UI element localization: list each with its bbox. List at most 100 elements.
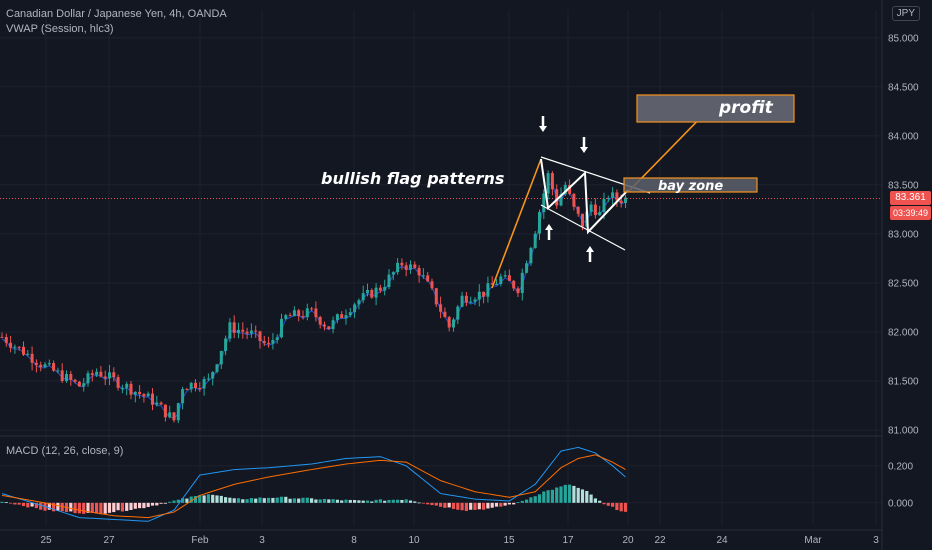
candle-body[interactable] [43, 364, 47, 368]
candle-body[interactable] [305, 308, 309, 318]
candle-body[interactable] [387, 274, 391, 287]
candle-body[interactable] [482, 291, 486, 297]
candle-body[interactable] [288, 315, 292, 317]
candle-body[interactable] [301, 316, 305, 318]
candle-body[interactable] [473, 299, 477, 302]
candle-body[interactable] [430, 281, 434, 289]
candle-body[interactable] [581, 213, 584, 227]
candle-body[interactable] [22, 346, 25, 355]
candle-body[interactable] [353, 304, 357, 313]
candle-body[interactable] [155, 402, 159, 405]
candle-body[interactable] [202, 379, 206, 389]
candle-body[interactable] [589, 204, 593, 212]
candle-body[interactable] [439, 304, 443, 312]
candle-body[interactable] [464, 295, 468, 303]
candle-body[interactable] [495, 283, 498, 285]
candle-body[interactable] [86, 373, 90, 384]
candle-body[interactable] [344, 315, 348, 319]
candle-body[interactable] [280, 318, 283, 338]
candle-body[interactable] [366, 289, 369, 294]
candle-body[interactable] [237, 329, 240, 333]
candle-body[interactable] [469, 301, 473, 303]
candle-body[interactable] [550, 173, 554, 190]
candle-body[interactable] [142, 394, 146, 397]
candle-body[interactable] [133, 391, 137, 395]
candle-body[interactable] [271, 340, 275, 344]
candle-body[interactable] [52, 363, 56, 371]
candle-body[interactable] [47, 363, 51, 365]
candle-body[interactable] [211, 371, 215, 379]
candle-body[interactable] [559, 194, 563, 206]
candle-body[interactable] [335, 314, 339, 321]
candle-body[interactable] [538, 212, 541, 234]
candle-body[interactable] [615, 192, 619, 201]
candle-body[interactable] [331, 320, 335, 330]
candle-body[interactable] [619, 200, 623, 204]
candle-body[interactable] [340, 314, 344, 319]
currency-badge[interactable]: JPY [891, 6, 920, 21]
candle-body[interactable] [460, 295, 464, 307]
candle-body[interactable] [82, 383, 86, 387]
candle-body[interactable] [477, 291, 481, 300]
candle-body[interactable] [542, 193, 546, 213]
candle-body[interactable] [426, 275, 430, 282]
candle-body[interactable] [507, 275, 511, 281]
candle-body[interactable] [606, 197, 610, 200]
candle-body[interactable] [434, 288, 438, 305]
candle-body[interactable] [576, 206, 580, 214]
candle-body[interactable] [413, 264, 417, 268]
candle-body[interactable] [116, 377, 120, 388]
candle-body[interactable] [4, 337, 8, 343]
candle-body[interactable] [348, 312, 352, 316]
candle-body[interactable] [30, 353, 34, 363]
candle-body[interactable] [258, 331, 262, 342]
candle-body[interactable] [245, 331, 249, 334]
candle-body[interactable] [254, 330, 258, 332]
candle-body[interactable] [314, 308, 318, 318]
candle-body[interactable] [176, 403, 180, 421]
candle-body[interactable] [378, 287, 382, 291]
candle-body[interactable] [512, 280, 516, 289]
candle-body[interactable] [447, 317, 451, 328]
candle-body[interactable] [533, 233, 537, 248]
candle-body[interactable] [396, 262, 400, 273]
candle-body[interactable] [172, 412, 176, 421]
candle-body[interactable] [13, 346, 17, 348]
candle-body[interactable] [602, 199, 606, 212]
candle-body[interactable] [60, 370, 64, 382]
candle-body[interactable] [0, 336, 4, 338]
candle-body[interactable] [125, 383, 129, 388]
candle-body[interactable] [249, 330, 253, 334]
candle-body[interactable] [391, 272, 395, 275]
candles[interactable] [0, 170, 628, 424]
candle-body[interactable] [525, 263, 529, 273]
candle-body[interactable] [490, 283, 494, 285]
candle-body[interactable] [262, 341, 266, 343]
candle-body[interactable] [409, 264, 412, 270]
candle-body[interactable] [370, 289, 374, 298]
candle-body[interactable] [400, 262, 404, 266]
candle-body[interactable] [284, 315, 288, 319]
candle-body[interactable] [181, 389, 185, 404]
candle-body[interactable] [357, 300, 361, 305]
candle-body[interactable] [568, 184, 572, 194]
macd-pane[interactable] [0, 446, 628, 522]
candle-body[interactable] [624, 197, 627, 204]
candle-body[interactable] [9, 342, 13, 348]
candle-body[interactable] [404, 265, 408, 270]
candle-body[interactable] [34, 362, 38, 365]
candle-body[interactable] [267, 342, 271, 344]
candle-body[interactable] [327, 326, 331, 330]
candle-body[interactable] [112, 372, 116, 378]
candle-body[interactable] [103, 376, 107, 379]
candle-body[interactable] [26, 353, 30, 355]
macd-indicator-label[interactable]: MACD (12, 26, close, 9) [6, 445, 124, 457]
candle-body[interactable] [206, 378, 210, 380]
candle-body[interactable] [65, 374, 68, 382]
candle-body[interactable] [189, 382, 193, 390]
candle-body[interactable] [593, 204, 597, 216]
candle-body[interactable] [138, 391, 142, 395]
candle-body[interactable] [232, 322, 236, 333]
candle-body[interactable] [443, 311, 447, 318]
